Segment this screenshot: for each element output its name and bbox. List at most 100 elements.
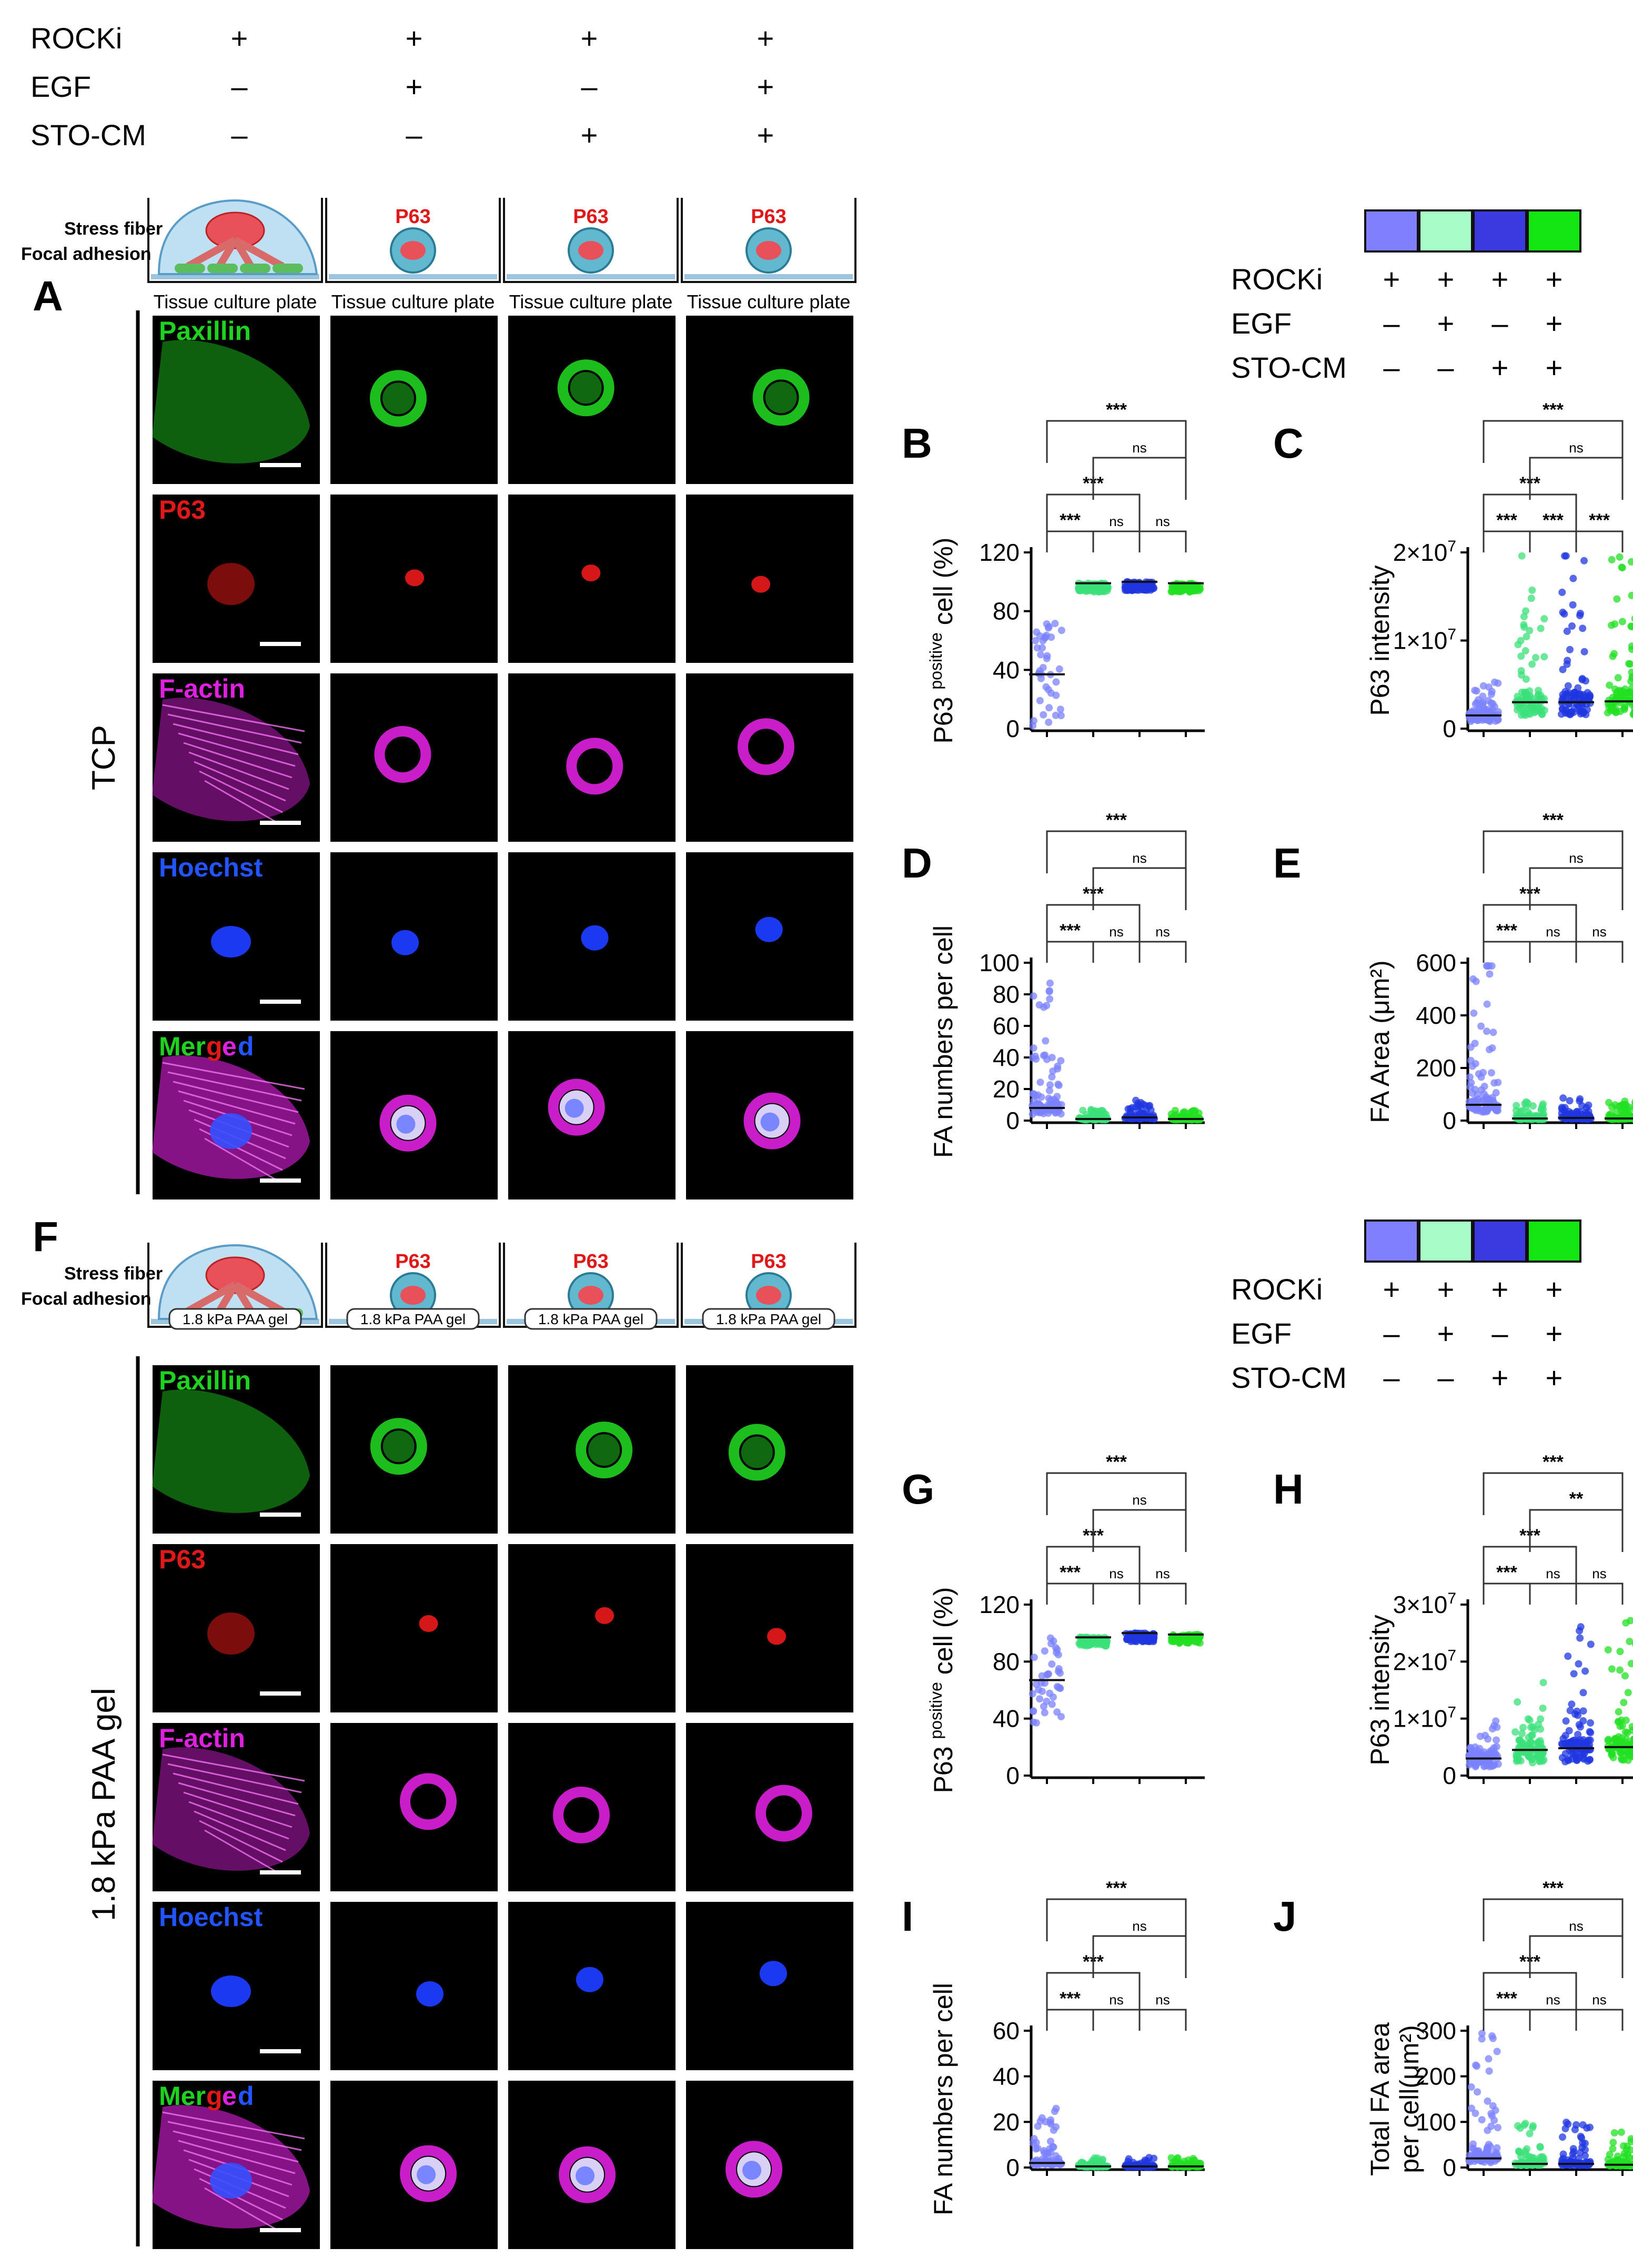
data-point (1516, 2161, 1524, 2169)
data-point (1471, 700, 1479, 708)
merged-nucleus (576, 2166, 595, 2185)
data-point (1493, 1736, 1500, 1744)
data-point (1036, 1695, 1044, 1703)
data-point (1608, 1665, 1616, 1673)
significance-bracket (1092, 1935, 1187, 1978)
merged-nucleus (742, 2161, 762, 2180)
data-point (1516, 2149, 1524, 2156)
y-tick-exponent: 7 (1447, 1590, 1456, 1607)
micrograph-tile (686, 1544, 853, 1712)
fiber-signal (199, 770, 283, 813)
data-point (1570, 1736, 1578, 1744)
significance-label: *** (1496, 510, 1517, 530)
data-point (1537, 1725, 1545, 1733)
fiber-signal (162, 1753, 305, 1782)
data-point (1052, 678, 1060, 686)
legend-sign: + (1437, 307, 1455, 340)
data-point (1517, 652, 1525, 660)
data-point (1052, 2104, 1060, 2112)
data-point (1178, 584, 1186, 592)
significance-label: ns (1569, 850, 1583, 866)
data-point (1488, 2032, 1496, 2040)
stress-fiber-line (233, 236, 285, 270)
data-point (1562, 1717, 1570, 1725)
data-point (1558, 588, 1566, 596)
data-point (1582, 1104, 1590, 1112)
legend-swatch (1473, 1219, 1527, 1263)
data-point (1561, 2125, 1569, 2133)
gel-pad (168, 1308, 302, 1330)
data-point (1522, 675, 1530, 683)
significance-bracket (1529, 1935, 1624, 1978)
micrograph-tile (330, 1544, 498, 1712)
fiber-signal (204, 780, 280, 825)
significance-bracket (1483, 941, 1531, 963)
legend-label: EGF (1231, 1317, 1292, 1350)
p63-signal (751, 576, 771, 593)
data-point (1052, 2123, 1060, 2131)
data-point (1585, 1743, 1592, 1751)
legend-sign: + (1383, 1273, 1400, 1306)
cell-body-signal (588, 1434, 620, 1466)
data-point (1586, 1756, 1594, 1764)
data-point (1579, 1717, 1587, 1725)
y-tick-label: 20 (993, 1075, 1020, 1103)
data-point (1030, 992, 1037, 1000)
fiber-signal (167, 713, 302, 744)
data-point (1492, 1717, 1500, 1725)
micrograph-tile (508, 673, 676, 842)
data-point (1579, 1707, 1587, 1715)
fiber-signal (178, 2140, 296, 2174)
y-axis-label: FA numbers per cell (929, 1983, 958, 2215)
data-point (1041, 1709, 1049, 1717)
nucleus-shape (756, 241, 781, 260)
data-point (1511, 1728, 1519, 1736)
channel-label-hoechst: Hoechst (159, 1902, 263, 1932)
micrograph-tile (508, 1544, 676, 1712)
fiber-signal (173, 1081, 299, 1113)
significance-label: ns (1546, 1566, 1560, 1581)
condition-sign: + (757, 70, 774, 103)
data-point (1627, 558, 1633, 566)
p63-signal (207, 1612, 255, 1655)
significance-bracket (1529, 867, 1624, 910)
merged-nucleus (396, 1114, 416, 1134)
data-point (1564, 1652, 1572, 1660)
significance-label: ns (1155, 513, 1170, 529)
data-point (1040, 1052, 1047, 1060)
data-point (1102, 1641, 1110, 1649)
data-point (1052, 1649, 1060, 1657)
substrate-layer (151, 274, 319, 279)
data-point (1540, 653, 1548, 661)
cell-body-signal (570, 372, 602, 404)
data-point (1537, 1715, 1545, 1723)
condition-sign: + (406, 70, 423, 103)
y-axis-label: P63 intensity (1365, 1615, 1395, 1765)
data-point (1537, 1739, 1545, 1747)
data-point (1055, 1082, 1063, 1090)
condition-sign: + (581, 118, 598, 152)
data-point (1622, 1735, 1630, 1743)
data-point (1473, 2148, 1480, 2155)
round-cell-signal (725, 2141, 783, 2198)
data-point (1604, 1737, 1612, 1745)
data-point (1533, 704, 1540, 712)
merged-label-part: Mer (159, 1032, 206, 1061)
panel-letter-C: C (1273, 420, 1304, 467)
data-point (1520, 709, 1528, 717)
legend-sign: + (1546, 1361, 1563, 1394)
gel-side-label: 1.8 kPa PAA gel (86, 1688, 122, 1921)
merged-nucleus (210, 1113, 252, 1149)
data-point (1520, 621, 1528, 629)
data-point (1577, 2132, 1585, 2140)
data-point (1585, 1736, 1592, 1744)
significance-bracket (1138, 2009, 1187, 2031)
data-point (1055, 665, 1063, 673)
condition-sign: + (581, 22, 598, 55)
data-point (1043, 1697, 1051, 1705)
nucleus-shape (400, 241, 426, 260)
data-point (1628, 1748, 1633, 1756)
legend-sign: – (1383, 307, 1400, 340)
fiber-signal (167, 2121, 302, 2151)
data-point (1610, 2129, 1618, 2137)
